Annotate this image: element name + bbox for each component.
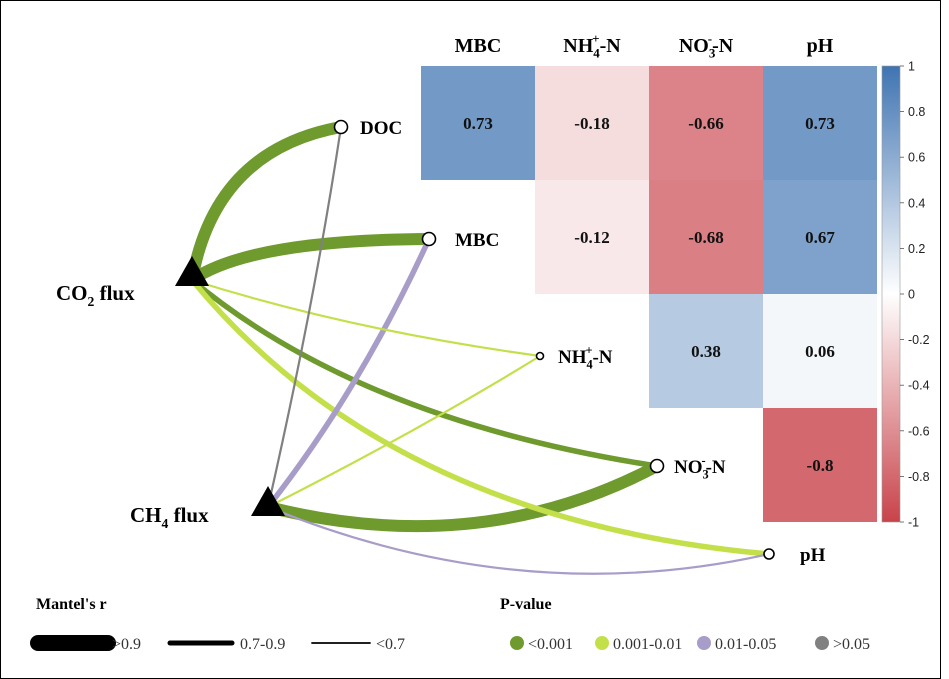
heatmap-cell-r0-c0 bbox=[421, 66, 535, 180]
colorbar-tick-label: -0.8 bbox=[908, 470, 930, 484]
legend: Mantel's r >0.9 0.7-0.9 <0.7 P-value <0.001 0.… bbox=[30, 596, 870, 653]
colorbar-tick-label: 0.2 bbox=[908, 242, 925, 256]
flux-nodes: DOC MBC NH4+-N NO3--N pH CO2 flux CH4 flux bbox=[56, 118, 826, 566]
legend-color-label: 0.01-0.05 bbox=[715, 636, 776, 653]
heatmap-cell-label: 0.73 bbox=[805, 114, 835, 133]
link-ch4-row-2 bbox=[267, 355, 541, 508]
link-co2-row-1 bbox=[188, 233, 430, 286]
heatmap-cell-label: 0.73 bbox=[463, 114, 493, 133]
link-ch4-row-1 bbox=[265, 237, 432, 509]
heatmap-cell-r2-c2 bbox=[649, 294, 763, 408]
heatmap-cell-r3-c3 bbox=[763, 408, 877, 522]
heatmap-cell-r1-c1 bbox=[535, 180, 649, 294]
heatmap: 0.73 -0.18 -0.66 0.73 -0.12 -0.68 0.67 0.38 0.06… bbox=[421, 31, 877, 522]
colorbar-tick-label: -0.2 bbox=[908, 333, 930, 347]
heatmap-cell-r0-c1 bbox=[535, 66, 649, 180]
row-label-mbc: MBC bbox=[455, 230, 499, 251]
heatmap-cell-r1-c3 bbox=[763, 180, 877, 294]
row-label-nh-n: NH4+-N bbox=[558, 344, 613, 372]
link-ch4-row-0 bbox=[266, 126, 343, 508]
colorbar-tick-label: -0.6 bbox=[908, 424, 930, 438]
legend-color-dot bbox=[815, 636, 829, 650]
heatmap-cell-r0-c2 bbox=[649, 66, 763, 180]
colorbar-tick-label: 0.4 bbox=[908, 196, 925, 210]
row-target-marker bbox=[421, 231, 437, 247]
flux-node-co2-label: CO2 flux bbox=[56, 281, 135, 309]
heatmap-cell-r1-c2 bbox=[649, 180, 763, 294]
colorbar-tick-label: 0.8 bbox=[908, 105, 925, 119]
colorbar-tick-label: -0.4 bbox=[908, 379, 930, 393]
heatmap-cell-r0-c3 bbox=[763, 66, 877, 180]
heatmap-cell-label: 0.38 bbox=[691, 342, 721, 361]
legend-size-label: <0.7 bbox=[376, 636, 405, 653]
link-co2-row-3 bbox=[190, 277, 658, 469]
flux-node-co2-marker bbox=[175, 256, 209, 286]
legend-color-dot bbox=[595, 636, 609, 650]
column-label-ph: pH bbox=[807, 35, 834, 57]
heatmap-cell-label: 0.67 bbox=[805, 228, 835, 247]
heatmap-cell-label: -0.18 bbox=[574, 114, 609, 133]
heatmap-cell-label: -0.66 bbox=[688, 114, 723, 133]
column-label-nh-n: NH4+-N bbox=[563, 31, 621, 60]
colorbar-tick-label: 1 bbox=[908, 60, 915, 74]
heatmap-cell-label: -0.68 bbox=[688, 228, 723, 247]
link-co2-row-4 bbox=[189, 278, 770, 557]
heatmap-cell-label: 0.06 bbox=[805, 342, 835, 361]
mantel-links bbox=[186, 121, 770, 575]
row-label-ph: pH bbox=[800, 545, 826, 566]
flux-node-ch4-label: CH4 flux bbox=[130, 503, 209, 531]
legend-color-dot bbox=[510, 636, 524, 650]
link-co2-row-2 bbox=[191, 278, 541, 358]
colorbar: 1 0.8 0.6 0.4 0.2 0 -0.2 -0.4 -0.6 -0.8 -1 bbox=[881, 60, 930, 530]
legend-size-label: >0.9 bbox=[112, 636, 141, 653]
colorbar-tick-label: -1 bbox=[908, 516, 919, 530]
row-target-marker bbox=[333, 119, 349, 135]
colorbar-tick-label: 0 bbox=[908, 288, 915, 302]
link-ch4-row-4 bbox=[267, 505, 770, 575]
heatmap-cell-label: -0.12 bbox=[574, 228, 609, 247]
row-target-marker bbox=[535, 351, 545, 361]
row-label-doc: DOC bbox=[360, 118, 402, 139]
heatmap-cell-label: -0.8 bbox=[807, 456, 834, 475]
legend-color-label: <0.001 bbox=[528, 636, 573, 653]
colorbar-tick-label: 0.6 bbox=[908, 151, 925, 165]
colorbar-gradient bbox=[881, 65, 901, 523]
legend-size-label: 0.7-0.9 bbox=[240, 636, 285, 653]
legend-color-label: >0.05 bbox=[833, 636, 870, 653]
legend-color-dot bbox=[697, 636, 711, 650]
column-label-no-n: NO3--N bbox=[679, 31, 734, 60]
link-co2-row-0 bbox=[186, 121, 343, 282]
legend-color-title: P-value bbox=[500, 596, 552, 613]
flux-node-ch4-marker bbox=[251, 486, 285, 516]
column-label-mbc: MBC bbox=[455, 35, 502, 57]
row-target-marker bbox=[763, 548, 775, 560]
legend-size-title: Mantel's r bbox=[36, 596, 107, 613]
row-label-no-n: NO3--N bbox=[674, 454, 726, 482]
legend-color-label: 0.001-0.01 bbox=[613, 636, 682, 653]
heatmap-cell-r2-c3 bbox=[763, 294, 877, 408]
link-ch4-row-3 bbox=[266, 460, 660, 533]
row-target-marker bbox=[649, 458, 665, 474]
